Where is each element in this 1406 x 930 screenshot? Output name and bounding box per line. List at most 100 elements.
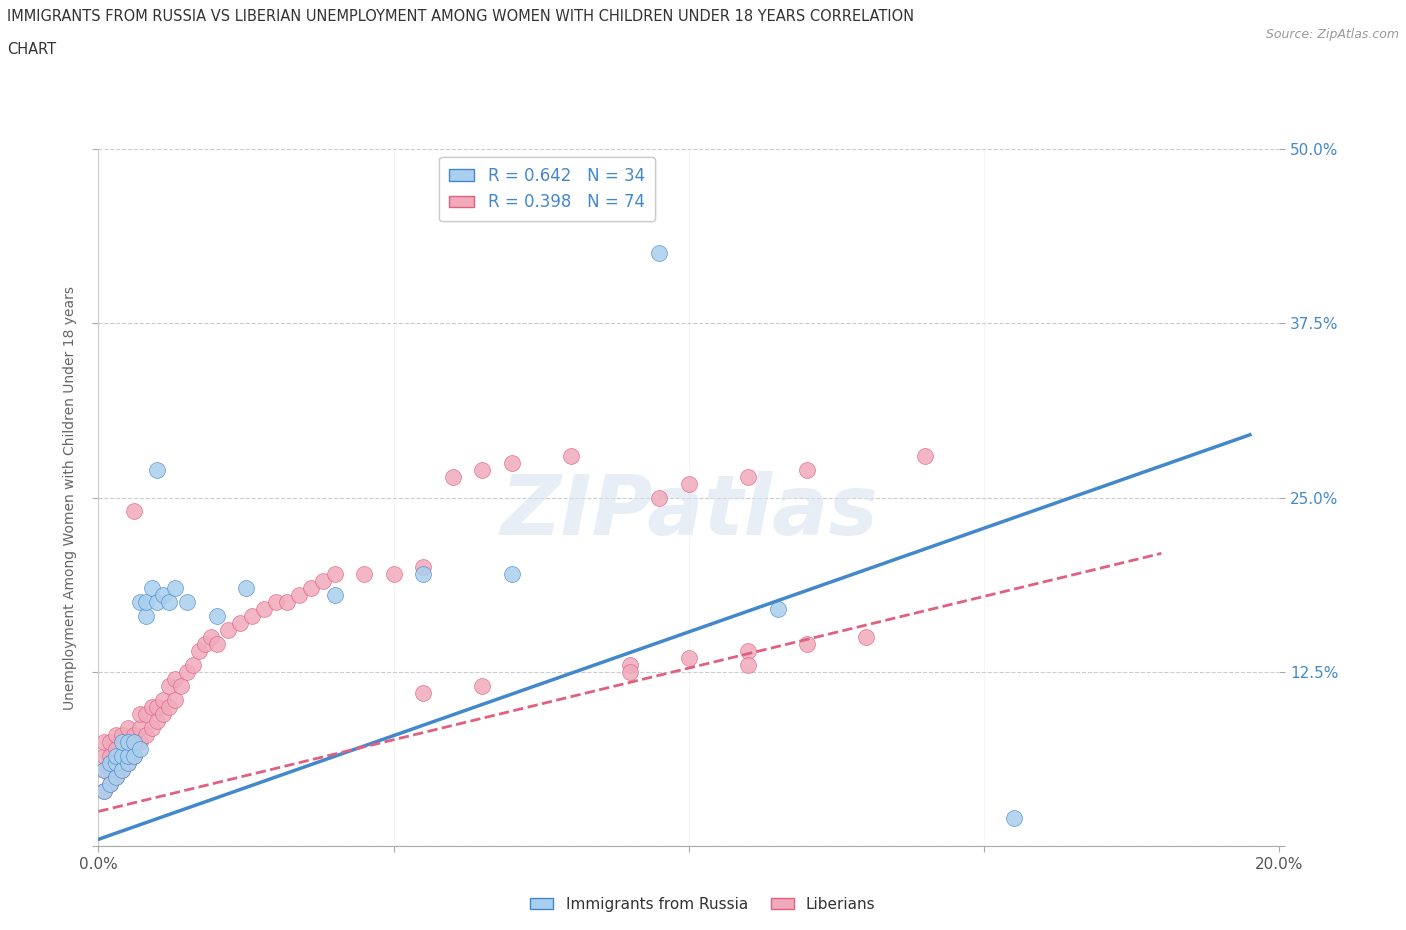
Legend: Immigrants from Russia, Liberians: Immigrants from Russia, Liberians: [524, 891, 882, 918]
Point: [353, 567, 375, 582]
Point: [111, 763, 134, 777]
Point: [217, 623, 239, 638]
Point: [152, 692, 174, 708]
Point: [122, 735, 145, 750]
Point: [288, 588, 311, 603]
Point: [122, 504, 145, 519]
Point: [194, 637, 217, 652]
Point: [678, 476, 700, 491]
Point: [146, 699, 169, 714]
Point: [93, 763, 115, 777]
Point: [276, 595, 298, 610]
Point: [240, 609, 263, 624]
Point: [135, 609, 157, 624]
Point: [157, 699, 180, 714]
Point: [412, 567, 434, 582]
Point: [105, 755, 128, 770]
Point: [737, 644, 759, 658]
Point: [471, 679, 494, 694]
Point: [235, 580, 257, 596]
Point: [122, 748, 145, 763]
Point: [648, 246, 671, 261]
Point: [111, 727, 134, 742]
Point: [501, 567, 523, 582]
Point: [205, 609, 228, 624]
Point: [176, 665, 198, 680]
Point: [855, 630, 877, 644]
Point: [253, 602, 276, 617]
Point: [187, 644, 209, 658]
Point: [678, 651, 700, 666]
Point: [914, 448, 936, 463]
Point: [312, 574, 335, 589]
Point: [93, 763, 115, 777]
Point: [122, 748, 145, 763]
Point: [146, 462, 169, 477]
Point: [264, 595, 287, 610]
Point: [122, 727, 145, 742]
Point: [117, 735, 139, 750]
Point: [128, 707, 150, 722]
Point: [412, 685, 434, 700]
Point: [135, 707, 157, 722]
Point: [93, 748, 115, 763]
Point: [111, 735, 134, 750]
Point: [441, 470, 464, 485]
Point: [98, 776, 121, 790]
Point: [117, 755, 139, 770]
Point: [796, 637, 818, 652]
Point: [141, 721, 163, 736]
Y-axis label: Unemployment Among Women with Children Under 18 years: Unemployment Among Women with Children U…: [63, 286, 77, 710]
Point: [146, 713, 169, 728]
Point: [229, 616, 252, 631]
Point: [170, 679, 193, 694]
Point: [117, 721, 139, 736]
Text: ZIPatlas: ZIPatlas: [501, 471, 877, 552]
Point: [323, 588, 346, 603]
Point: [165, 692, 187, 708]
Point: [93, 783, 115, 798]
Point: [105, 741, 128, 756]
Point: [205, 637, 228, 652]
Point: [299, 580, 322, 596]
Point: [111, 748, 134, 763]
Point: [152, 707, 174, 722]
Point: [128, 721, 150, 736]
Point: [737, 470, 759, 485]
Point: [135, 595, 157, 610]
Point: [141, 580, 163, 596]
Text: CHART: CHART: [7, 42, 56, 57]
Point: [157, 679, 180, 694]
Point: [128, 735, 150, 750]
Point: [382, 567, 405, 582]
Point: [619, 665, 641, 680]
Point: [128, 741, 150, 756]
Point: [157, 595, 180, 610]
Point: [111, 763, 134, 777]
Point: [200, 630, 222, 644]
Point: [501, 456, 523, 471]
Point: [111, 748, 134, 763]
Point: [141, 699, 163, 714]
Point: [98, 735, 121, 750]
Point: [98, 755, 121, 770]
Point: [105, 748, 128, 763]
Point: [105, 755, 128, 770]
Point: [796, 462, 818, 477]
Point: [105, 769, 128, 784]
Point: [93, 783, 115, 798]
Point: [165, 580, 187, 596]
Point: [105, 727, 128, 742]
Point: [152, 588, 174, 603]
Point: [471, 462, 494, 477]
Point: [98, 748, 121, 763]
Text: IMMIGRANTS FROM RUSSIA VS LIBERIAN UNEMPLOYMENT AMONG WOMEN WITH CHILDREN UNDER : IMMIGRANTS FROM RUSSIA VS LIBERIAN UNEMP…: [7, 9, 914, 24]
Point: [648, 490, 671, 505]
Point: [1002, 811, 1025, 826]
Point: [619, 658, 641, 672]
Point: [181, 658, 204, 672]
Point: [128, 595, 150, 610]
Point: [105, 769, 128, 784]
Point: [117, 741, 139, 756]
Point: [135, 727, 157, 742]
